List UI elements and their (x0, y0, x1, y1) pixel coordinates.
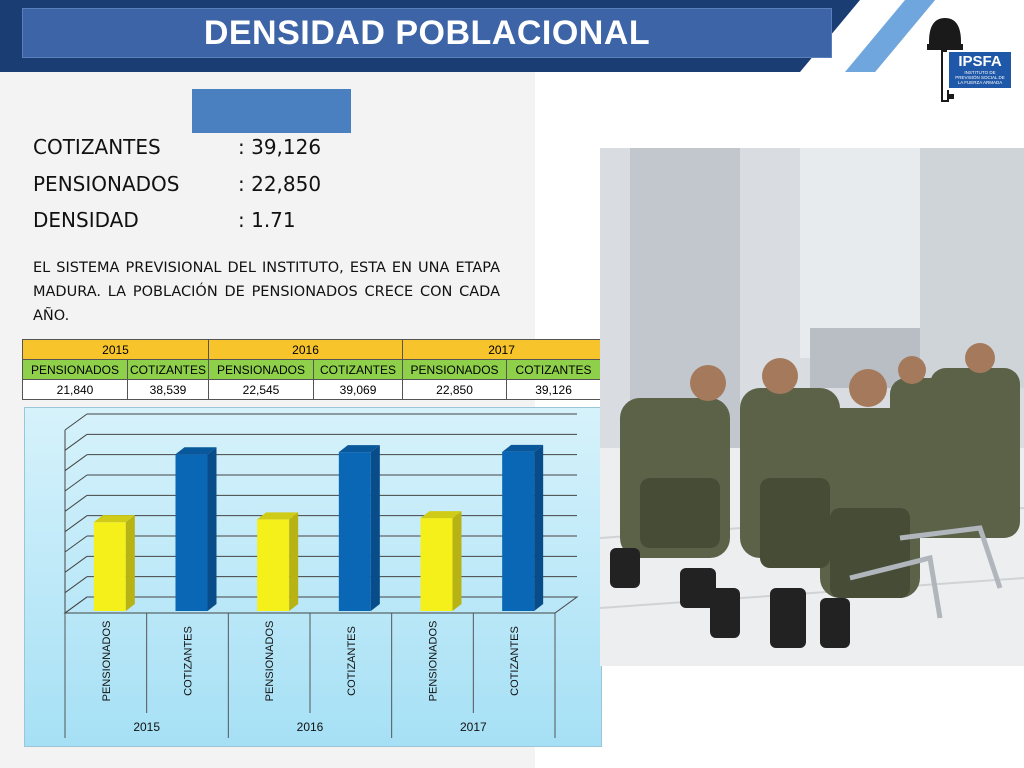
page-title: DENSIDAD POBLACIONAL (203, 13, 651, 52)
data-table: 2015 2016 2017 PENSIONADOS COTIZANTES PE… (21, 339, 602, 400)
stat-label-densidad: DENSIDAD (33, 208, 139, 232)
bar-top (420, 511, 462, 519)
bar-front (93, 522, 126, 611)
table-value-cell: 39,069 (313, 379, 404, 400)
table-subheader-row: PENSIONADOS COTIZANTES PENSIONADOS COTIZ… (22, 359, 602, 380)
stat-label-pensionados: PENSIONADOS (33, 172, 180, 196)
bar-side (125, 515, 135, 611)
table-subheader-cell: COTIZANTES (313, 359, 404, 380)
bar-top (338, 445, 380, 453)
bar-chart: PENSIONADOS COTIZANTES PENSIONADOS COTIZANT… (63, 413, 579, 738)
accent-rectangle (192, 89, 351, 133)
table-subheader-cell: PENSIONADOS (402, 359, 508, 380)
table-value-cell: 22,545 (208, 379, 315, 400)
logo-subtitle: INSTITUTO DE PREVISIÓN SOCIAL DE LA FUER… (955, 70, 1005, 85)
table-subheader-cell: COTIZANTES (506, 359, 602, 380)
bar-side (534, 444, 544, 611)
group-tick-label: 2016 (297, 720, 324, 734)
bar-front (257, 519, 290, 611)
table-value-cell: 39,126 (506, 379, 602, 400)
category-tick-label: COTIZANTES (509, 626, 521, 696)
table-value-cell: 21,840 (22, 379, 128, 400)
bar-top (257, 512, 299, 520)
gridline-side (64, 535, 88, 553)
table-year-row: 2015 2016 2017 (21, 339, 602, 360)
gridline-side (64, 454, 88, 472)
table-subheader-cell: PENSIONADOS (208, 359, 315, 380)
gridline-side (64, 555, 88, 573)
soldiers-photo (600, 148, 1024, 666)
table-value-cell: 22,850 (402, 379, 508, 400)
stat-label-cotizantes: COTIZANTES (33, 135, 161, 159)
bar-side (207, 447, 217, 611)
bar-side (452, 511, 462, 611)
stat-value-densidad: : 1.71 (238, 208, 296, 232)
ipsfa-logo: IPSFA INSTITUTO DE PREVISIÓN SOCIAL DE L… (925, 12, 1017, 104)
table-subheader-cell: PENSIONADOS (22, 359, 128, 380)
gridline-side (64, 515, 88, 533)
chart-container: PENSIONADOS COTIZANTES PENSIONADOS COTIZANT… (24, 407, 602, 747)
category-tick-label: PENSIONADOS (101, 621, 113, 702)
bar-front (175, 454, 208, 611)
gridline-side (64, 433, 88, 451)
bar-front (420, 518, 453, 611)
table-year-cell: 2015 (21, 339, 210, 360)
bar-front (502, 451, 535, 611)
photo-illustration (600, 148, 1024, 666)
bar-top (502, 444, 544, 452)
logo-text: IPSFA (958, 53, 1002, 70)
category-tick-label: COTIZANTES (183, 626, 195, 696)
stat-value-cotizantes: : 39,126 (238, 135, 322, 159)
gridline-side (64, 413, 88, 431)
stat-value-pensionados: : 22,850 (238, 172, 322, 196)
table-year-cell: 2016 (208, 339, 404, 360)
bar-side (370, 445, 380, 611)
table-year-cell: 2017 (402, 339, 602, 360)
bar-side (289, 512, 299, 611)
title-box: DENSIDAD POBLACIONAL (22, 8, 832, 58)
category-tick-label: PENSIONADOS (428, 621, 440, 702)
bar-front (338, 452, 371, 611)
description-paragraph: EL SISTEMA PREVISIONAL DEL INSTITUTO, ES… (33, 260, 500, 324)
chart-floor (63, 596, 579, 614)
table-subheader-cell: COTIZANTES (126, 359, 210, 380)
category-tick-label: COTIZANTES (346, 626, 358, 696)
table-value-cell: 38,539 (126, 379, 210, 400)
table-value-row: 21,840 38,539 22,545 39,069 22,850 39,12… (22, 379, 602, 400)
group-tick-label: 2017 (460, 720, 487, 734)
group-tick-label: 2015 (133, 720, 160, 734)
gridline-side (64, 576, 88, 594)
bar-top (93, 515, 135, 523)
bar-top (175, 447, 217, 455)
gridline-side (64, 474, 88, 492)
gridline-side (64, 494, 88, 512)
logo-box: IPSFA INSTITUTO DE PREVISIÓN SOCIAL DE L… (947, 50, 1013, 90)
category-tick-label: PENSIONADOS (264, 621, 276, 702)
header-bar: DENSIDAD POBLACIONAL (0, 0, 1024, 72)
